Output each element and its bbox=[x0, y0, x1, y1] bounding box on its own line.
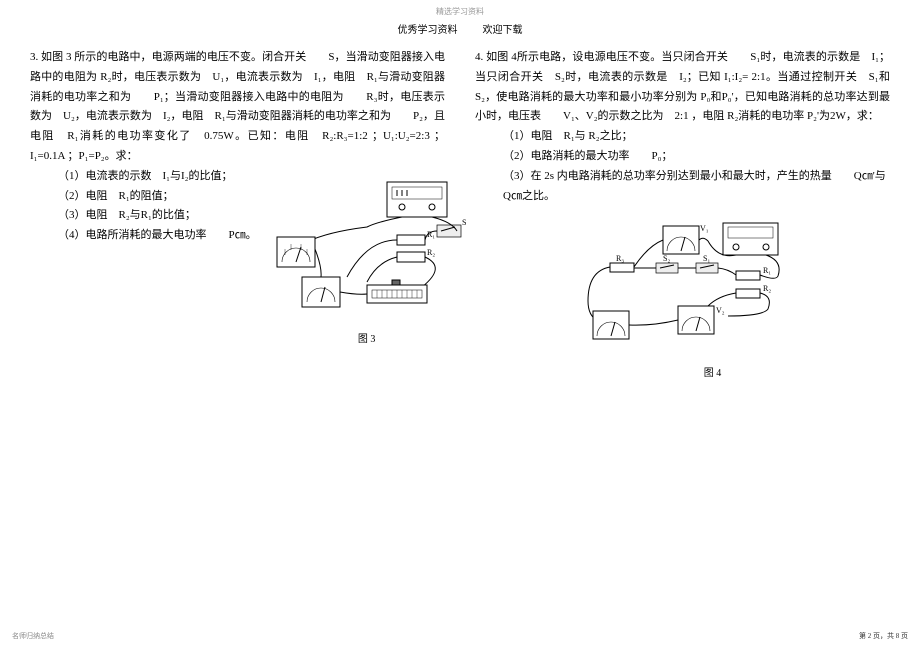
problem3-intro: 3. 如图 3 所示的电路中，电源两端的电压不变。闭合开关 S，当滑动变阻器接入… bbox=[30, 48, 445, 167]
sub-header-right: 欢迎下载 bbox=[483, 25, 523, 36]
footer-right: 第 2 页，共 8 页 bbox=[859, 631, 908, 641]
footer-left: 名师归纳总结 bbox=[12, 631, 54, 641]
svg-text:S₁: S₁ bbox=[703, 254, 710, 263]
problem4-q3: （3）在 2s 内电路消耗的总功率分别达到最小和最大时，产生的热量 Q㎝'与 Q… bbox=[475, 167, 890, 207]
problem3-q1: （1）电流表的示数 I₁与I₂的比值； bbox=[30, 167, 257, 187]
figure4-caption: 图 4 bbox=[535, 365, 890, 383]
problem3-q4: （4）电路所消耗的最大电功率 P㎝。 bbox=[30, 226, 257, 246]
figure3-caption: 图 3 bbox=[267, 331, 467, 349]
sub-header-left: 优秀学习资料 bbox=[398, 25, 458, 36]
problem4-intro: 4. 如图 4所示电路，设电源电压不变。当只闭合开关 S₁时，电流表的示数是 I… bbox=[475, 48, 890, 127]
column-left: 3. 如图 3 所示的电路中，电源两端的电压不变。闭合开关 S，当滑动变阻器接入… bbox=[30, 48, 445, 383]
problem3-q2: （2）电阻 R₁的阻值； bbox=[30, 187, 257, 207]
top-header: 精选学习资料 bbox=[0, 0, 920, 17]
column-right: 4. 如图 4所示电路，设电源电压不变。当只闭合开关 S₁时，电流表的示数是 I… bbox=[475, 48, 890, 383]
figure4-circuit: V₁ R₃ S₂ S₁ R₁ R₂ bbox=[568, 221, 798, 359]
problem4-q1: （1）电阻 R₁与 R₂之比； bbox=[475, 127, 890, 147]
sub-header: 优秀学习资料 欢迎下载 bbox=[0, 17, 920, 48]
svg-text:V₁: V₁ bbox=[700, 224, 709, 233]
page-content: 3. 如图 3 所示的电路中，电源两端的电压不变。闭合开关 S，当滑动变阻器接入… bbox=[0, 48, 920, 383]
svg-text:R₃: R₃ bbox=[616, 254, 624, 263]
svg-text:R₁: R₁ bbox=[763, 266, 771, 275]
svg-text:S₂: S₂ bbox=[663, 254, 670, 263]
problem4-q2: （2）电路消耗的最大功率 P₀； bbox=[475, 147, 890, 167]
svg-text:R₂: R₂ bbox=[763, 284, 771, 293]
figure3-circuit: S R₁ R₂ bbox=[267, 177, 467, 325]
svg-text:V₂: V₂ bbox=[716, 306, 725, 315]
svg-text:S: S bbox=[462, 218, 466, 227]
problem3-q3: （3）电阻 R₂与R₁的比值； bbox=[30, 206, 257, 226]
svg-text:R₂: R₂ bbox=[427, 248, 435, 257]
